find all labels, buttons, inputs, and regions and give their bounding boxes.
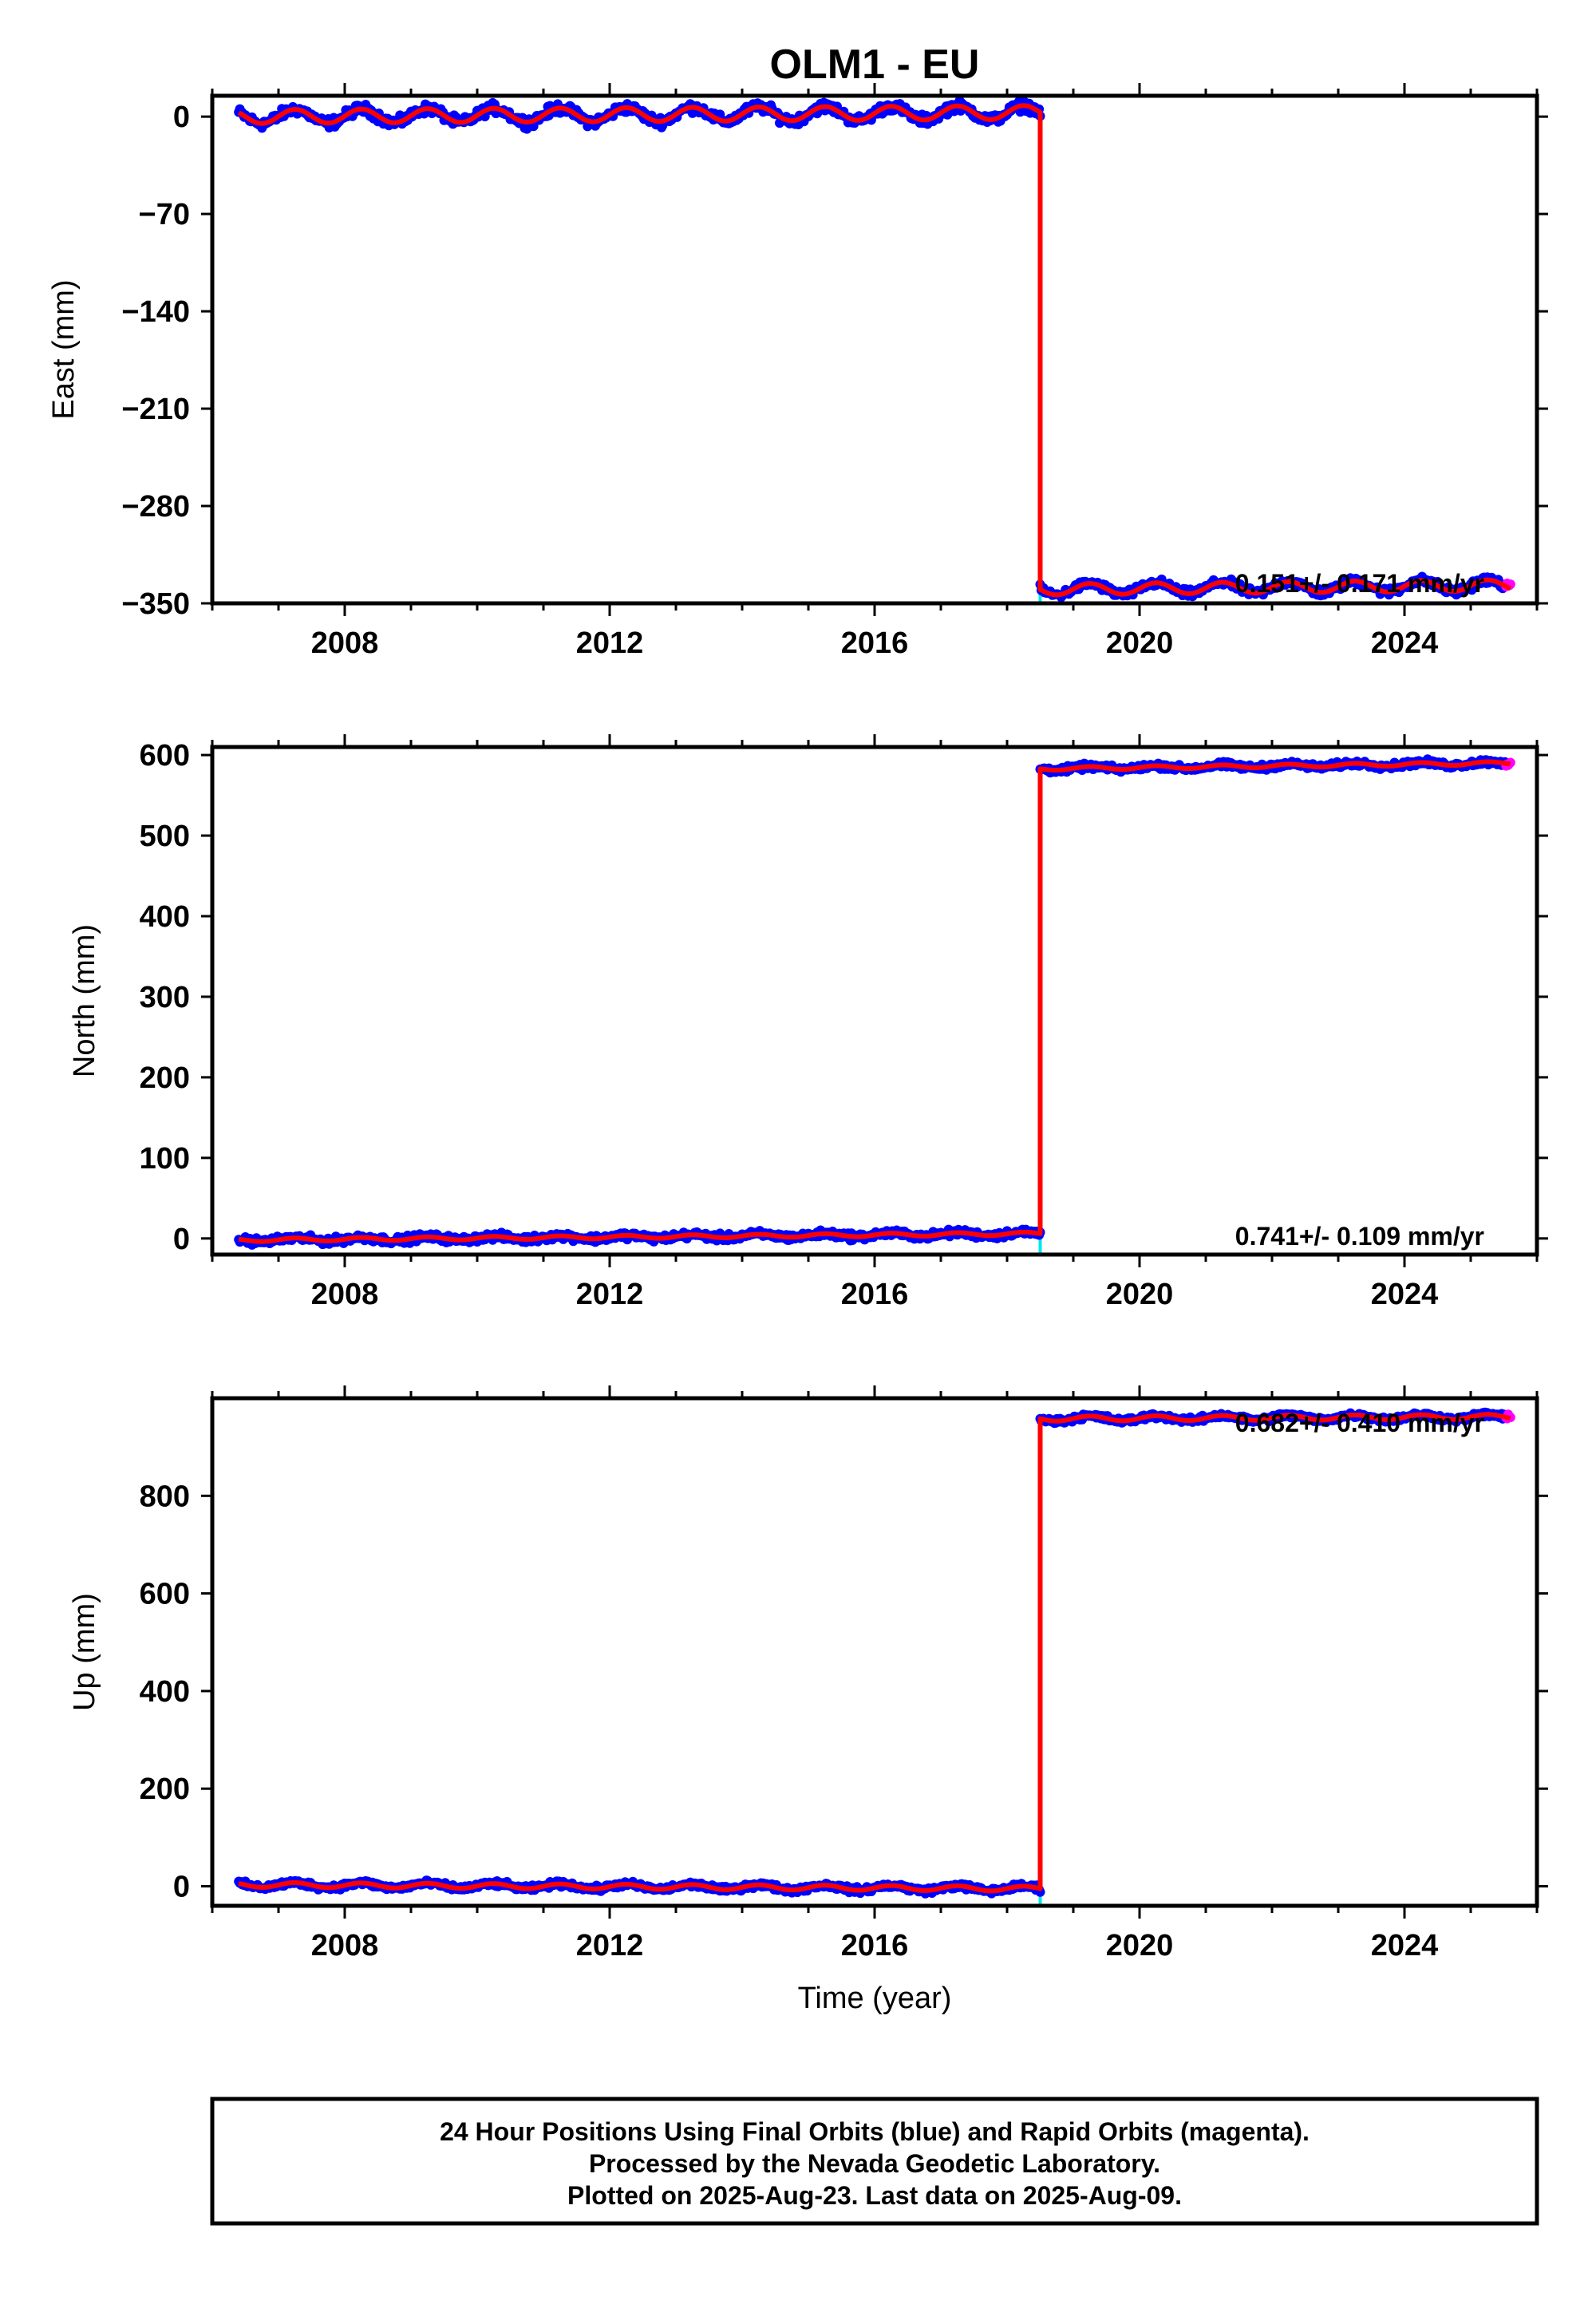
footer-line-2: Processed by the Nevada Geodetic Laborat… [589, 2149, 1160, 2178]
x-axis-label: Time (year) [798, 1982, 952, 2015]
y-axis-label: Up (mm) [68, 1593, 101, 1711]
east-panel: 0 −70 −140 −210 −280 −350 East (mm) 2008 2012 201… [47, 83, 1548, 660]
rate-label: 0.151+/- 0.171 mm/yr [1235, 569, 1484, 598]
y-tick-label: 200 [140, 1061, 190, 1095]
y-tick-label: 400 [140, 900, 190, 934]
plot-area [234, 754, 1515, 1255]
x-tick-label: 2012 [576, 1929, 644, 1962]
x-tick-label: 2016 [841, 1929, 909, 1962]
x-tick-label: 2024 [1371, 1278, 1439, 1311]
y-axis-label: East (mm) [47, 279, 81, 419]
footer-line-1: 24 Hour Positions Using Final Orbits (bl… [440, 2117, 1310, 2146]
x-tick-label: 2016 [841, 626, 909, 660]
plot-area [234, 1407, 1515, 1906]
x-tick-label: 2020 [1106, 1929, 1174, 1962]
footer-box: 24 Hour Positions Using Final Orbits (bl… [210, 2097, 1539, 2226]
plot-frame [210, 1396, 1539, 1908]
y-tick-label: 500 [140, 820, 190, 853]
rate-label: 0.741+/- 0.109 mm/yr [1235, 1222, 1484, 1251]
x-tick-label: 2008 [311, 1278, 379, 1311]
y-tick-label: −70 [139, 198, 190, 231]
y-tick-label: −140 [121, 295, 190, 329]
footer-line-3: Plotted on 2025-Aug-23. Last data on 202… [567, 2181, 1182, 2210]
x-tick-label: 2020 [1106, 1278, 1174, 1311]
y-tick-label: 800 [140, 1480, 190, 1513]
y-tick-label: −350 [121, 587, 190, 621]
y-tick-label: 0 [173, 1871, 190, 1904]
x-tick-label: 2012 [576, 626, 644, 660]
model-fit-line [237, 103, 1512, 598]
model-fit-line [237, 1412, 1512, 1894]
x-tick-label: 2016 [841, 1278, 909, 1311]
y-tick-label: −280 [121, 490, 190, 524]
y-tick-label: 600 [140, 1578, 190, 1611]
y-tick-label: 100 [140, 1142, 190, 1176]
x-tick-label: 2024 [1371, 1929, 1439, 1962]
y-tick-label: −210 [121, 393, 190, 426]
y-tick-label: 300 [140, 981, 190, 1014]
x-tick-label: 2008 [311, 1929, 379, 1962]
up-panel: 0 200 400 600 800 Up (mm) 2008 2012 2016 2020 2024… [68, 1385, 1548, 1962]
x-tick-label: 2020 [1106, 626, 1174, 660]
y-tick-label: 0 [173, 101, 190, 134]
plot-area [234, 96, 1515, 603]
chart-title: OLM1 - EU [770, 41, 980, 88]
y-tick-label: 600 [140, 739, 190, 773]
model-fit-line [237, 759, 1512, 1244]
y-tick-label: 200 [140, 1773, 190, 1806]
plot-frame [210, 745, 1539, 1257]
north-panel: 0 100 200 300 400 500 600 North (mm) 2008 2012 201… [68, 734, 1548, 1311]
x-tick-label: 2008 [311, 626, 379, 660]
plot-frame [210, 93, 1539, 606]
x-tick-label: 2012 [576, 1278, 644, 1311]
y-axis-label: North (mm) [68, 924, 101, 1077]
y-tick-label: 0 [173, 1223, 190, 1256]
rate-label: 0.682+/- 0.410 mm/yr [1235, 1409, 1484, 1437]
x-tick-label: 2024 [1371, 626, 1439, 660]
y-tick-label: 400 [140, 1675, 190, 1709]
